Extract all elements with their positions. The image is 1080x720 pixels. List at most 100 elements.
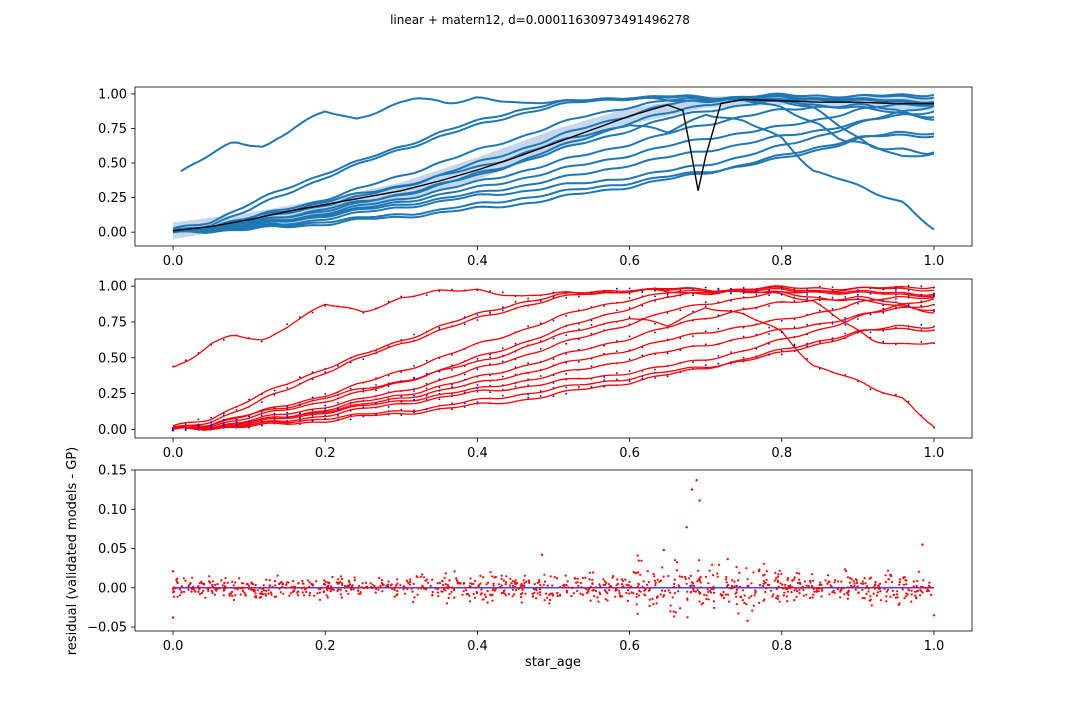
residual-point [840, 588, 843, 591]
residual-point [741, 589, 745, 592]
residual-point [741, 599, 745, 602]
residual-point [178, 594, 181, 597]
residual-point [764, 590, 767, 594]
prediction-dot [679, 309, 682, 312]
prediction-dot [489, 356, 491, 359]
residual-point [549, 592, 552, 596]
residual-point [727, 600, 731, 603]
residual-point [273, 580, 276, 583]
middle-plot-area [172, 284, 935, 432]
residual-point [915, 590, 919, 593]
residual-point [669, 610, 672, 613]
residual-point [260, 590, 263, 593]
residual-point [673, 578, 676, 581]
residual-point [533, 591, 536, 594]
residual-point [293, 587, 296, 591]
residual-point [594, 589, 598, 593]
prediction-dot [565, 392, 568, 395]
residual-point [712, 585, 715, 588]
residual-point [546, 596, 549, 599]
track-line-7 [172, 93, 935, 233]
residual-point [719, 593, 723, 596]
residual-point [896, 593, 899, 596]
residual-point [897, 603, 900, 607]
prediction-dot [704, 301, 707, 303]
residual-point [486, 589, 489, 593]
residual-point [541, 586, 544, 589]
residual-point [515, 588, 518, 592]
residual-point [511, 584, 514, 587]
prediction-dot [552, 319, 555, 322]
residual-point [191, 576, 194, 579]
residual-point [172, 590, 176, 593]
x-axis-label: star_age [525, 655, 581, 670]
prediction-dot [438, 398, 441, 401]
residual-point [399, 584, 402, 587]
residual-point [301, 579, 304, 583]
residual-point [353, 579, 356, 582]
prediction-dot [463, 373, 466, 376]
prediction-dot [552, 337, 555, 340]
residual-point [416, 593, 419, 596]
residual-point [753, 594, 756, 597]
residual-point [479, 582, 482, 585]
prediction-dot [742, 356, 745, 359]
residual-point [308, 592, 312, 595]
residual-point [647, 581, 650, 584]
residual-point [641, 585, 644, 589]
residual-point [472, 592, 475, 596]
prediction-dot [476, 390, 479, 393]
residual-point [543, 573, 546, 576]
residual-point [407, 582, 410, 585]
residual-point [733, 580, 736, 583]
residual-point [447, 587, 450, 590]
residual-point [616, 582, 620, 586]
y-axis-label: residual (validated models - GP) [65, 447, 80, 656]
residual-point [778, 569, 781, 572]
prediction-dot [337, 402, 339, 404]
prediction-dot [451, 288, 453, 291]
residual-point [265, 589, 268, 593]
prediction-dot [425, 294, 428, 296]
residual-point [358, 584, 361, 587]
residual-point [847, 589, 850, 592]
residual-point [628, 586, 631, 589]
residual-point [198, 582, 201, 585]
residual-point [869, 576, 873, 579]
residual-point [339, 575, 342, 578]
residual-point [511, 588, 514, 591]
residual-point [887, 578, 890, 581]
prediction-dot [489, 391, 491, 393]
prediction-dot [768, 305, 770, 307]
residual-point [505, 575, 508, 578]
prediction-dot [413, 376, 415, 379]
residual-point [905, 579, 908, 582]
residual-point [669, 591, 672, 594]
model-line-12 [172, 327, 935, 431]
residual-point [514, 579, 517, 582]
residual-point [431, 594, 434, 597]
prediction-dot [260, 340, 263, 343]
prediction-dot [349, 418, 352, 421]
prediction-dot [628, 306, 631, 309]
residual-point [831, 591, 834, 594]
residual-point [261, 587, 264, 590]
prediction-dot [273, 389, 276, 392]
residual-point [224, 587, 227, 590]
residual-point [408, 583, 411, 586]
residual-point [453, 596, 456, 599]
residual-point [254, 592, 257, 595]
residual-point [247, 587, 250, 590]
residual-point [926, 589, 929, 592]
residual-point [539, 593, 542, 596]
residual-point [855, 581, 859, 585]
residual-point [231, 580, 234, 583]
residual-point [735, 565, 738, 569]
residual-point [637, 571, 640, 574]
residual-point [839, 590, 842, 593]
residual-point [894, 596, 898, 599]
residual-point [340, 596, 343, 599]
residual-point [872, 592, 875, 595]
residual-point [315, 580, 318, 583]
residual-point [202, 589, 205, 593]
